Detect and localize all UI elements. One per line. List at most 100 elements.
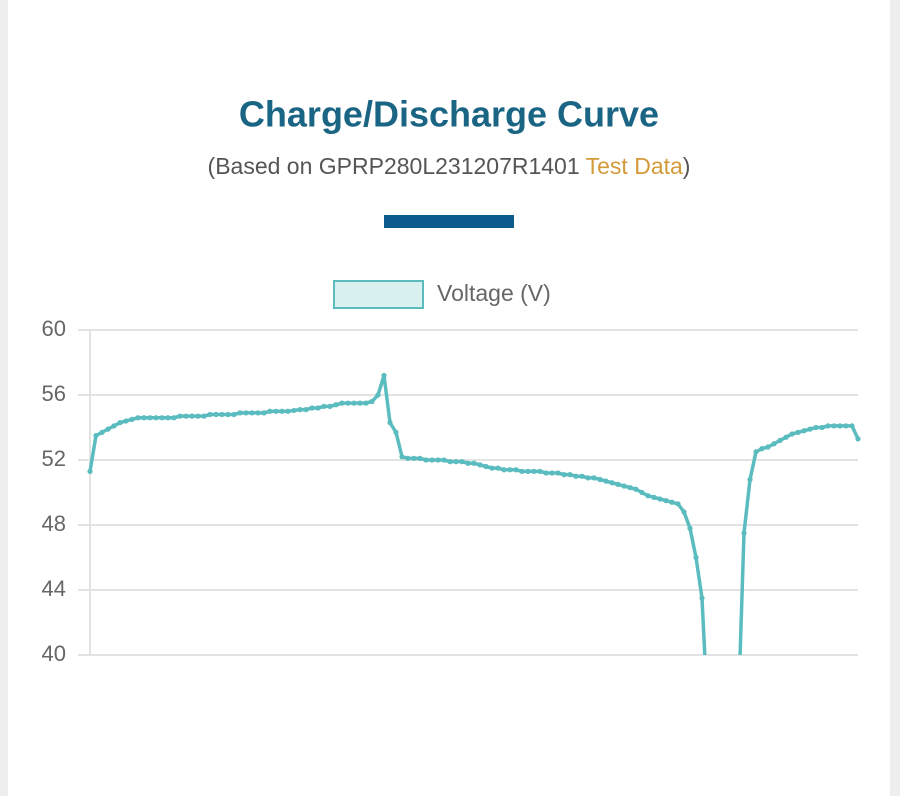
data-point — [375, 392, 381, 398]
data-point — [525, 468, 531, 474]
data-point — [603, 478, 609, 484]
data-point — [351, 400, 357, 406]
data-point — [471, 460, 477, 466]
title-underline — [384, 215, 514, 228]
data-point — [495, 465, 501, 471]
data-point — [585, 475, 591, 481]
data-point — [267, 408, 273, 414]
data-point — [387, 420, 393, 426]
data-point — [423, 457, 429, 463]
data-point — [243, 410, 249, 416]
data-point — [747, 476, 753, 483]
data-point — [345, 400, 351, 406]
data-point — [609, 480, 615, 486]
data-point — [513, 467, 519, 473]
data-line — [88, 373, 860, 655]
data-point — [393, 429, 399, 435]
data-point — [795, 429, 801, 435]
data-point — [615, 481, 621, 487]
subtitle-end: ) — [683, 153, 691, 179]
axes: 40 44 48 52 56 60 — [42, 316, 858, 666]
subtitle-link[interactable]: Test Data — [586, 153, 683, 179]
data-point — [435, 457, 441, 463]
data-point — [189, 413, 195, 419]
data-point — [849, 423, 855, 429]
subtitle-text: (Based on GPRP280L231207R1401 — [208, 153, 580, 179]
data-point — [687, 525, 693, 531]
data-point — [363, 400, 369, 406]
y-tick-label: 56 — [42, 381, 66, 406]
data-point — [507, 467, 513, 473]
data-point — [501, 467, 507, 473]
data-point — [723, 717, 728, 722]
data-point — [177, 413, 183, 419]
data-point — [597, 476, 603, 483]
data-point — [411, 455, 417, 461]
data-point — [681, 509, 687, 515]
data-point — [135, 415, 141, 421]
data-point — [147, 415, 153, 421]
data-point — [333, 402, 339, 408]
data-point — [231, 411, 237, 418]
data-point — [279, 408, 285, 414]
data-point — [633, 486, 639, 492]
data-point — [441, 457, 447, 463]
data-point — [645, 493, 651, 499]
data-point — [465, 460, 471, 466]
data-point — [705, 717, 710, 722]
data-point — [285, 408, 291, 414]
data-point — [219, 411, 225, 418]
data-point — [201, 413, 207, 419]
y-tick-label: 48 — [42, 511, 66, 536]
data-point — [489, 465, 495, 471]
data-point — [453, 459, 459, 465]
data-point — [855, 436, 861, 442]
data-point — [777, 437, 783, 444]
data-point — [699, 595, 705, 601]
data-point — [807, 426, 813, 432]
plot — [87, 372, 861, 722]
data-point — [555, 470, 561, 476]
chart-subtitle: (Based on GPRP280L231207R1401 Test Data) — [208, 153, 691, 179]
data-point — [87, 468, 93, 474]
data-point — [627, 485, 633, 491]
data-point — [561, 472, 567, 478]
data-point — [537, 468, 543, 474]
data-point — [117, 420, 123, 426]
data-point — [639, 489, 645, 496]
data-point — [357, 400, 363, 406]
data-point — [225, 411, 231, 418]
data-point — [99, 429, 105, 435]
data-point — [105, 426, 111, 432]
data-point — [483, 463, 489, 470]
data-point — [591, 475, 597, 481]
data-point — [297, 407, 303, 413]
data-point — [657, 496, 663, 502]
legend: Voltage (V) — [333, 280, 551, 309]
data-point — [249, 410, 255, 416]
data-point — [651, 494, 657, 500]
data-point — [165, 415, 171, 421]
data-point — [381, 372, 387, 379]
data-point — [429, 457, 435, 463]
y-tick-label: 60 — [42, 316, 66, 341]
data-point — [273, 408, 279, 414]
data-point — [237, 410, 243, 416]
right-border — [890, 0, 900, 796]
y-tick-label: 40 — [42, 641, 66, 666]
y-tick-label: 44 — [42, 576, 66, 601]
legend-swatch — [333, 280, 424, 309]
data-point — [813, 424, 819, 431]
data-point — [717, 717, 722, 722]
data-point — [771, 441, 777, 447]
data-point — [309, 405, 315, 411]
data-point — [129, 416, 135, 422]
data-point — [735, 717, 740, 722]
data-point — [621, 483, 627, 489]
data-point — [339, 400, 345, 406]
chart-title: Charge/Discharge Curve — [239, 94, 659, 135]
data-point — [261, 410, 267, 416]
data-point — [447, 459, 453, 465]
legend-label: Voltage (V) — [437, 280, 551, 306]
